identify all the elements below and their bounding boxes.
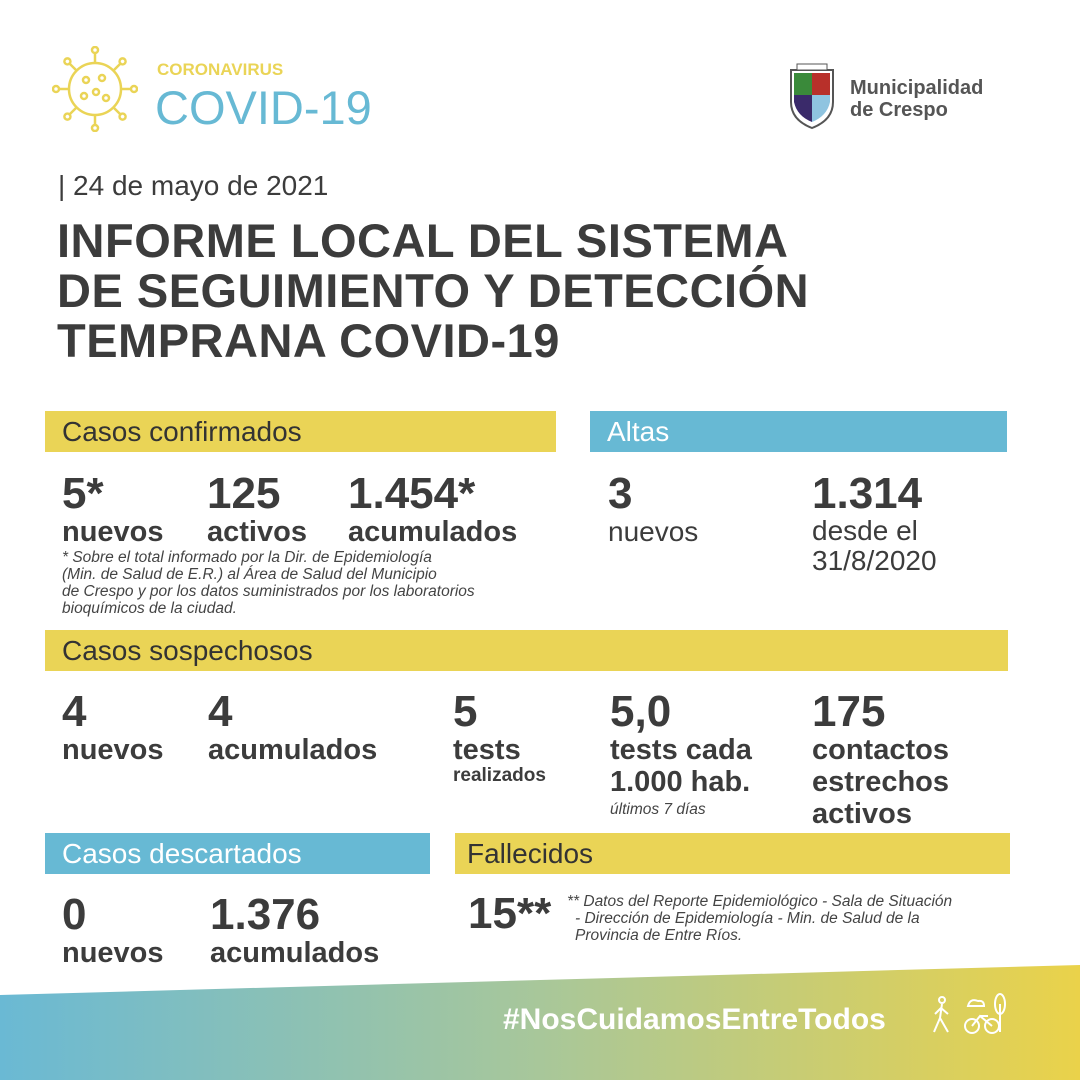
stat-label: tests cada	[610, 734, 752, 766]
stat-value: 5,0	[610, 687, 672, 736]
stat-label: acumulados	[348, 516, 518, 548]
stat-label: nuevos	[608, 516, 699, 547]
stat-fallecidos: 15**	[468, 889, 552, 938]
stat-label: desde el	[812, 515, 918, 546]
stat-confirmados-acumulados: 1.454* acumulados	[348, 469, 518, 549]
report-date: | 24 de mayo de 2021	[58, 170, 329, 201]
note-line: Provincia de Entre Ríos.	[575, 927, 743, 944]
stat-label: estrechos	[812, 766, 950, 798]
stat-label: 31/8/2020	[812, 545, 937, 576]
note-line: ** Datos del Reporte Epidemiológico - Sa…	[567, 893, 953, 910]
stat-label: tests	[453, 734, 521, 766]
stat-value: 1.376	[210, 890, 321, 939]
note-line: bioquímicos de la ciudad.	[62, 600, 237, 617]
stat-contactos: 175 contactos estrechos activos	[812, 687, 950, 831]
stat-value: 1.314	[812, 469, 923, 518]
municipality-line: Municipalidad	[850, 77, 984, 99]
brand-title: COVID-19	[155, 81, 372, 134]
stat-descartados-nuevos: 0 nuevos	[62, 890, 164, 970]
stat-value: 5	[453, 687, 478, 736]
section-sospechosos: Casos sospechosos	[45, 630, 1008, 671]
title-line: TEMPRANA COVID-19	[57, 314, 560, 367]
stat-value: 5*	[62, 469, 104, 518]
note-line: (Min. de Salud de E.R.) al Área de Salud…	[62, 566, 437, 583]
section-fallecidos: Fallecidos	[455, 833, 1010, 874]
section-descartados: Casos descartados	[45, 833, 430, 874]
note-line: * Sobre el total informado por la Dir. d…	[62, 549, 432, 566]
walk-bike-icon	[933, 993, 1006, 1034]
stat-altas-total: 1.314 desde el 31/8/2020	[812, 472, 937, 576]
stat-value: 4	[208, 687, 233, 736]
stat-tests: 5 tests realizados	[453, 690, 546, 786]
stat-value: 0	[62, 890, 87, 939]
stat-value: 3	[608, 469, 633, 518]
virus-icon	[52, 46, 138, 132]
kicker: CORONAVIRUS	[157, 60, 284, 79]
stat-label: activos	[812, 798, 912, 830]
stat-value: 1.454*	[348, 469, 476, 518]
note-line: de Crespo y por los datos suministrados …	[62, 583, 475, 600]
page-title: INFORME LOCAL DEL SISTEMA DE SEGUIMIENTO…	[57, 216, 809, 366]
stat-label: nuevos	[62, 734, 164, 766]
stat-label: acumulados	[210, 937, 380, 969]
stat-value: 4	[62, 687, 87, 736]
hashtag: #NosCuidamosEntreTodos	[503, 1003, 886, 1036]
stat-label: nuevos	[62, 937, 164, 969]
municipality-line: de Crespo	[850, 99, 948, 121]
stat-altas-nuevos: 3 nuevos	[608, 472, 698, 547]
stat-value: 125	[207, 469, 281, 518]
stat-value: 175	[812, 687, 886, 736]
stat-descartados-acumulados: 1.376 acumulados	[210, 890, 380, 970]
stat-label: 1.000 hab.	[610, 766, 751, 798]
stat-label: activos	[207, 516, 307, 548]
stat-tests-per-1000: 5,0 tests cada 1.000 hab. últimos 7 días	[610, 687, 752, 819]
stat-sospechosos-acumulados: 4 acumulados	[208, 687, 378, 767]
stat-sublabel: realizados	[453, 765, 546, 786]
stat-label: nuevos	[62, 516, 164, 548]
stat-confirmados-activos: 125 activos	[207, 469, 307, 549]
stat-confirmados-nuevos: 5* nuevos	[62, 469, 164, 549]
confirmados-footnote: * Sobre el total informado por la Dir. d…	[62, 549, 475, 617]
municipality-name: Municipalidad de Crespo	[850, 77, 983, 121]
section-altas: Altas	[590, 411, 1007, 452]
stat-sospechosos-nuevos: 4 nuevos	[62, 687, 164, 767]
stat-label: contactos	[812, 734, 949, 766]
section-confirmados: Casos confirmados	[45, 411, 556, 452]
note-line: - Dirección de Epidemiología - Min. de S…	[575, 910, 920, 927]
municipal-shield-logo	[790, 63, 834, 130]
stat-sublabel: últimos 7 días	[610, 801, 706, 818]
title-line: DE SEGUIMIENTO Y DETECCIÓN	[57, 264, 810, 317]
title-line: INFORME LOCAL DEL SISTEMA	[57, 214, 789, 267]
fallecidos-footnote: ** Datos del Reporte Epidemiológico - Sa…	[567, 893, 952, 944]
stat-label: acumulados	[208, 734, 378, 766]
